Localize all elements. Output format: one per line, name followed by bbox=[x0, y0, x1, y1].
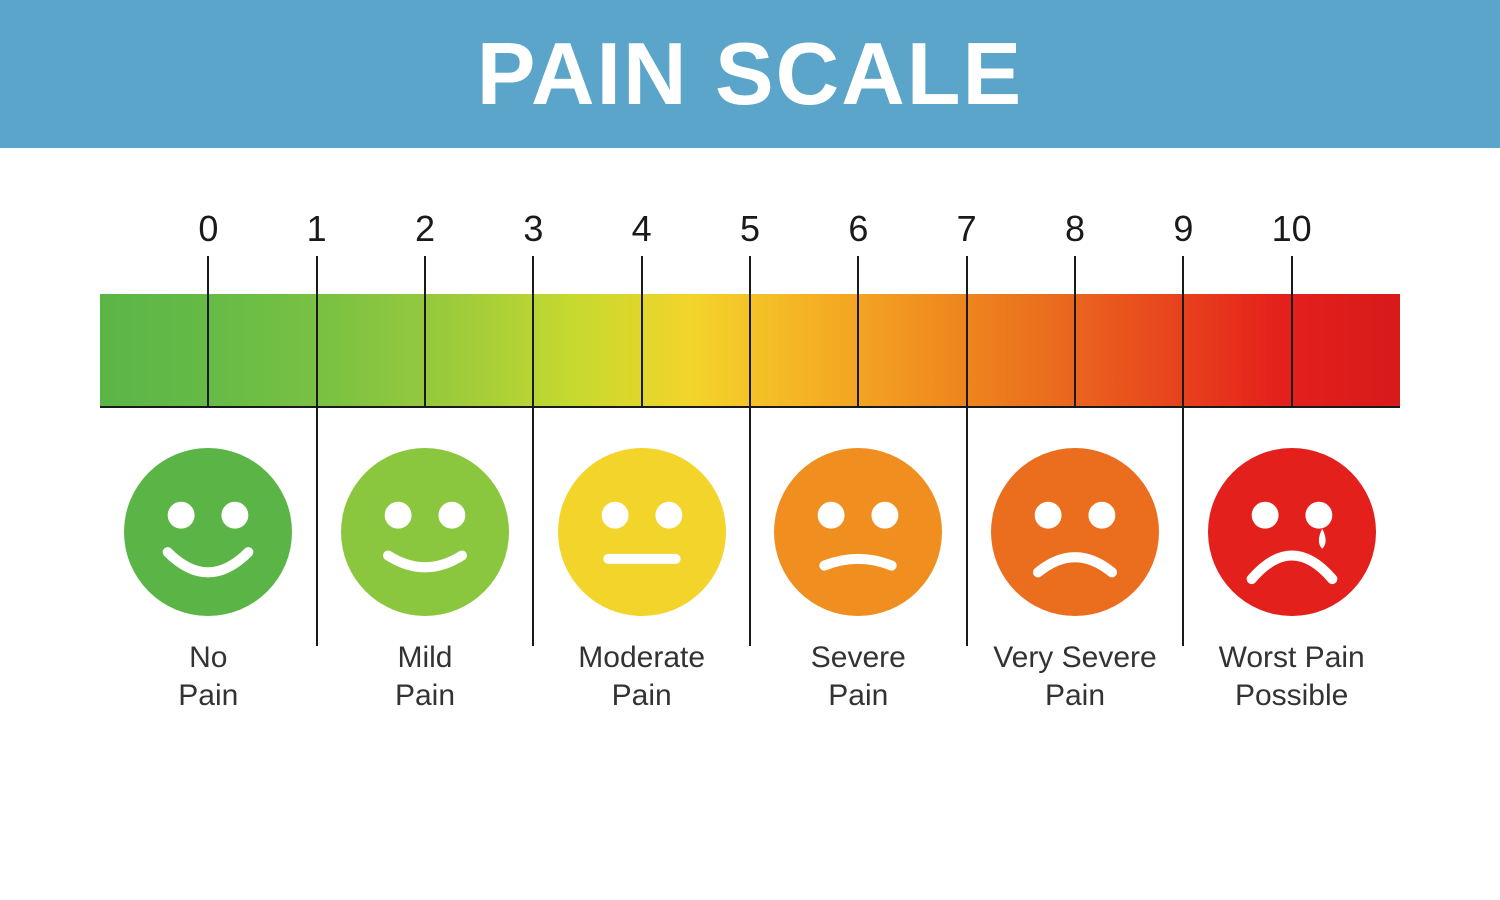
face-8: Very Severe Pain bbox=[991, 448, 1159, 714]
face-10: Worst Pain Possible bbox=[1208, 448, 1376, 714]
page-title: PAIN SCALE bbox=[477, 24, 1023, 123]
tick-line-6 bbox=[857, 256, 859, 294]
face-label: Very Severe Pain bbox=[993, 639, 1156, 714]
tick-label-2: 2 bbox=[415, 208, 435, 250]
face-0: No Pain bbox=[124, 448, 292, 714]
tick-line-8 bbox=[1074, 256, 1076, 294]
tick-label-5: 5 bbox=[740, 208, 760, 250]
face-label: Severe Pain bbox=[811, 639, 906, 714]
face-label: Moderate Pain bbox=[578, 639, 705, 714]
tick-label-0: 0 bbox=[198, 208, 218, 250]
tick-bar-line-0 bbox=[207, 294, 209, 406]
tick-label-8: 8 bbox=[1065, 208, 1085, 250]
tick-bar-line-5 bbox=[749, 294, 751, 406]
face-icon bbox=[558, 448, 726, 621]
tick-label-1: 1 bbox=[307, 208, 327, 250]
tick-label-9: 9 bbox=[1173, 208, 1193, 250]
tick-label-10: 10 bbox=[1272, 208, 1312, 250]
face-4: Moderate Pain bbox=[558, 448, 726, 714]
face-icon bbox=[341, 448, 509, 621]
tick-labels: 0 1 2 3 4 5 6 7 8 9 10 bbox=[100, 208, 1400, 256]
tick-line-4 bbox=[641, 256, 643, 294]
face-icon bbox=[991, 448, 1159, 621]
tick-bar-line-1 bbox=[316, 294, 318, 406]
tick-label-4: 4 bbox=[632, 208, 652, 250]
tick-line-2 bbox=[424, 256, 426, 294]
face-label: Mild Pain bbox=[395, 639, 455, 714]
tick-line-9 bbox=[1182, 256, 1184, 294]
tick-line-0 bbox=[207, 256, 209, 294]
tick-label-6: 6 bbox=[848, 208, 868, 250]
scale-content: 012345678910 No PainMild PainModerate Pa… bbox=[100, 208, 1400, 406]
tick-bar-line-4 bbox=[641, 294, 643, 406]
tick-lines-top bbox=[100, 256, 1400, 294]
face-2: Mild Pain bbox=[341, 448, 509, 714]
tick-bar-line-6 bbox=[857, 294, 859, 406]
face-icon bbox=[124, 448, 292, 621]
scale-wrap: 012345678910 No PainMild PainModerate Pa… bbox=[100, 208, 1400, 406]
tick-bar-line-2 bbox=[424, 294, 426, 406]
tick-line-3 bbox=[532, 256, 534, 294]
tick-label-3: 3 bbox=[523, 208, 543, 250]
face-label: No Pain bbox=[178, 639, 238, 714]
tick-bar-line-8 bbox=[1074, 294, 1076, 406]
tick-line-7 bbox=[966, 256, 968, 294]
face-icon bbox=[774, 448, 942, 621]
tick-bar-line-10 bbox=[1291, 294, 1293, 406]
tick-bar-line-3 bbox=[532, 294, 534, 406]
tick-label-7: 7 bbox=[957, 208, 977, 250]
tick-line-10 bbox=[1291, 256, 1293, 294]
header-bar: PAIN SCALE bbox=[0, 0, 1500, 148]
tick-line-5 bbox=[749, 256, 751, 294]
face-icon bbox=[1208, 448, 1376, 621]
tick-bar-line-9 bbox=[1182, 294, 1184, 406]
tick-line-1 bbox=[316, 256, 318, 294]
tick-bar-line-7 bbox=[966, 294, 968, 406]
face-label: Worst Pain Possible bbox=[1219, 639, 1365, 714]
face-6: Severe Pain bbox=[774, 448, 942, 714]
